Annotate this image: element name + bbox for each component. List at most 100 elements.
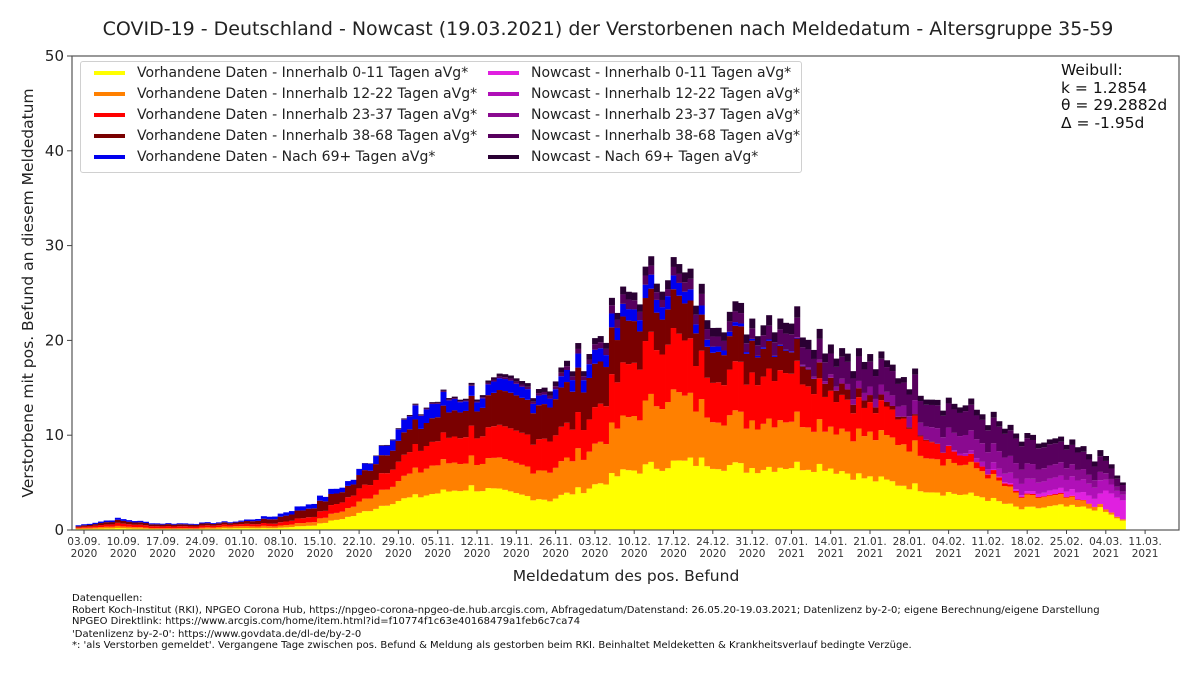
bar-segment <box>822 431 829 471</box>
bar-segment <box>1046 506 1053 530</box>
bar-segment <box>620 294 627 304</box>
bar-segment <box>429 402 436 404</box>
bar-segment <box>86 523 93 525</box>
bar-segment <box>1114 490 1121 498</box>
bar-segment <box>345 516 352 530</box>
bar-segment <box>345 508 352 517</box>
bar-segment <box>844 383 851 390</box>
bar-segment <box>1097 507 1104 530</box>
bar-segment <box>227 522 234 524</box>
bar-segment <box>620 362 627 416</box>
bar-segment <box>367 498 374 512</box>
bar-segment <box>479 463 486 492</box>
bar-segment <box>917 395 924 402</box>
bar-segment <box>1007 484 1014 487</box>
bar-segment <box>519 386 526 398</box>
bar-segment <box>272 519 279 524</box>
bar-segment <box>777 329 784 345</box>
bar-segment <box>204 522 211 524</box>
bar-segment <box>249 519 256 522</box>
bar-segment <box>637 369 644 421</box>
bar-segment <box>249 526 256 529</box>
bar-segment <box>86 525 93 527</box>
bar-segment <box>715 382 722 423</box>
bar-segment <box>547 398 554 408</box>
bar-segment <box>126 528 133 530</box>
legend-swatch <box>488 134 519 138</box>
bar-segment <box>1030 491 1037 494</box>
bar-segment <box>462 398 469 401</box>
bar-segment <box>597 403 604 442</box>
bar-segment <box>474 401 481 403</box>
bar-segment <box>1119 500 1126 520</box>
y-tick-label: 40 <box>45 142 64 160</box>
bar-segment <box>833 358 840 367</box>
bar-segment <box>1001 457 1008 474</box>
bar-segment <box>738 302 745 314</box>
bar-segment <box>912 483 919 530</box>
bar-segment <box>968 453 975 462</box>
bar-segment <box>906 427 913 429</box>
x-tick-label: 22.10. <box>342 536 375 548</box>
bar-segment <box>81 527 88 529</box>
bar-segment <box>957 412 964 437</box>
bar-segment <box>440 405 447 433</box>
bar-segment <box>659 470 666 530</box>
bar-segment <box>1001 428 1008 434</box>
bar-segment <box>193 523 200 525</box>
bar-segment <box>1119 485 1126 492</box>
bar-segment <box>356 501 363 513</box>
bar-segment <box>659 354 666 410</box>
bar-segment <box>575 353 582 368</box>
bar-segment <box>350 484 357 496</box>
bar-segment <box>962 464 969 495</box>
bar-segment <box>917 401 924 423</box>
bar-segment <box>148 528 155 530</box>
bar-segment <box>288 524 295 528</box>
bar-segment <box>940 495 947 530</box>
bar-segment <box>519 432 526 465</box>
bar-segment <box>1013 433 1020 439</box>
bar-segment <box>889 409 896 438</box>
bar-segment <box>384 445 391 456</box>
bar-segment <box>827 344 834 354</box>
bar-segment <box>401 432 408 455</box>
bar-segment <box>962 405 969 412</box>
bar-segment <box>114 517 121 520</box>
bar-segment <box>799 384 806 428</box>
bar-segment <box>418 414 425 416</box>
bar-segment <box>244 523 251 527</box>
bar-segment <box>665 309 672 345</box>
bar-segment <box>541 499 548 530</box>
bar-segment <box>182 523 189 525</box>
bar-segment <box>637 473 644 530</box>
bar-segment <box>726 415 733 466</box>
bar-segment <box>659 409 666 471</box>
bar-segment <box>754 473 761 530</box>
bar-segment <box>462 490 469 530</box>
bar-segment <box>328 513 335 521</box>
bar-segment <box>535 395 542 406</box>
bar-segment <box>316 500 323 512</box>
bar-segment <box>867 354 874 362</box>
bar-segment <box>1119 494 1126 501</box>
bar-segment <box>642 464 649 530</box>
bar-segment <box>524 496 531 530</box>
bar-segment <box>519 464 526 495</box>
bar-segment <box>642 341 649 401</box>
x-tick-label: 11.02. <box>971 536 1004 548</box>
bar-segment <box>788 323 795 335</box>
bar-segment <box>1108 468 1115 479</box>
bar-segment <box>1114 475 1121 479</box>
bar-segment <box>552 389 559 400</box>
bar-segment <box>474 402 481 412</box>
bar-segment <box>210 525 217 528</box>
footer-sources: Robert Koch-Institut (RKI), NPGEO Corona… <box>72 605 1100 616</box>
bar-segment <box>715 351 722 383</box>
bar-segment <box>872 481 879 530</box>
bar-segment <box>474 491 481 530</box>
bar-segment <box>816 378 823 420</box>
bar-segment <box>580 380 587 393</box>
x-tick-label-year: 2020 <box>385 548 412 560</box>
